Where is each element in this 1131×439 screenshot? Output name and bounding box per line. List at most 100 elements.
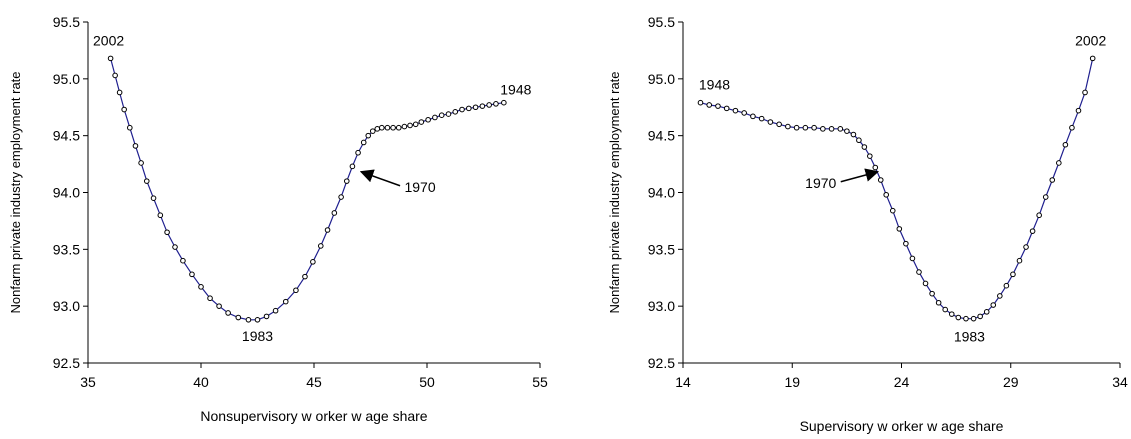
data-point — [767, 119, 774, 125]
data-point — [715, 103, 721, 109]
data-point — [379, 124, 385, 131]
y-tick-label: 93.5 — [648, 241, 675, 257]
x-tick-label: 35 — [80, 374, 96, 390]
data-point — [317, 243, 324, 249]
data-point — [837, 126, 844, 132]
data-point — [963, 315, 969, 322]
data-point — [207, 295, 213, 302]
data-point — [867, 153, 873, 159]
data-point — [107, 55, 114, 62]
x-tick-label: 14 — [675, 374, 691, 390]
data-point — [180, 257, 186, 264]
data-point — [486, 102, 492, 108]
data-point — [401, 123, 408, 130]
data-point — [1036, 212, 1042, 219]
annotation-label: 1983 — [954, 329, 985, 345]
right-chart: 92.5 93.0 93.5 94.0 94.5 95.0 95.5 14 19 24 29 34 No… — [607, 14, 1128, 434]
data-point — [909, 255, 916, 262]
data-point — [929, 290, 935, 297]
x-tick-label: 55 — [532, 374, 548, 390]
data-point — [425, 116, 431, 123]
data-point — [172, 244, 178, 250]
y-axis-title: Nonfarm private industry employment rate — [607, 71, 622, 313]
data-point — [723, 105, 730, 112]
data-point — [896, 226, 903, 232]
data-point — [1016, 257, 1023, 264]
data-point — [225, 310, 231, 316]
data-point — [493, 101, 499, 107]
data-point — [412, 121, 419, 128]
data-point — [245, 317, 252, 323]
data-point — [143, 178, 150, 184]
y-tick-label: 93.5 — [53, 241, 80, 257]
data-point — [1003, 282, 1010, 289]
annotation-label: 1948 — [500, 82, 531, 98]
data-point — [889, 207, 896, 214]
data-point — [844, 128, 850, 134]
data-point — [472, 104, 479, 111]
data-point — [948, 311, 955, 317]
data-point — [903, 240, 909, 247]
data-point — [374, 126, 381, 132]
x-axis-title: Supervisory w orker w age share — [800, 418, 1004, 434]
x-tick-label: 19 — [784, 374, 800, 390]
data-point — [331, 210, 338, 216]
data-point — [1010, 271, 1016, 278]
data-point — [850, 131, 857, 138]
data-point — [1056, 160, 1062, 166]
data-point — [150, 195, 157, 201]
y-tick-label: 95.5 — [53, 14, 80, 30]
data-point — [706, 102, 713, 108]
data-point — [776, 121, 782, 128]
data-point — [1069, 124, 1075, 131]
data-point — [785, 123, 791, 130]
series-line — [700, 58, 1094, 320]
data-point — [343, 178, 350, 184]
data-point — [282, 298, 289, 305]
data-point — [820, 126, 826, 132]
y-tick-label: 92.5 — [648, 355, 675, 371]
data-point — [1075, 107, 1082, 114]
data-point — [758, 115, 765, 122]
y-tick-label: 94.5 — [648, 128, 675, 144]
data-point — [1029, 228, 1036, 234]
data-point — [935, 299, 942, 306]
data-point — [942, 306, 949, 313]
data-point — [977, 313, 983, 320]
data-point — [418, 119, 425, 125]
data-point — [157, 212, 164, 219]
y-tick-label: 93.0 — [648, 298, 675, 314]
data-point — [112, 72, 118, 79]
data-point — [732, 107, 739, 114]
data-point — [861, 144, 868, 150]
data-point — [922, 280, 929, 287]
data-point — [990, 302, 997, 308]
data-point — [479, 103, 486, 109]
data-point — [697, 99, 704, 106]
annotation-label: 1948 — [699, 77, 730, 93]
data-point — [384, 124, 391, 131]
data-point — [1023, 244, 1029, 250]
data-point — [395, 124, 402, 131]
y-tick-label: 93.0 — [53, 298, 80, 314]
data-point — [263, 313, 270, 320]
data-point — [235, 314, 242, 321]
data-point — [164, 229, 170, 236]
data-point — [452, 108, 459, 115]
annotation-label: 1970 — [805, 175, 836, 191]
annotation-label: 1983 — [242, 328, 273, 344]
x-tick-label: 50 — [419, 374, 435, 390]
data-point — [272, 307, 279, 314]
data-point — [198, 284, 204, 290]
y-tick-label: 92.5 — [53, 355, 80, 371]
y-tick-label: 94.0 — [648, 185, 675, 201]
data-point — [955, 314, 962, 321]
data-point — [828, 126, 835, 132]
data-point — [466, 105, 472, 112]
data-point — [501, 99, 507, 106]
data-point — [970, 315, 977, 322]
data-point — [216, 303, 222, 309]
data-point — [293, 287, 299, 294]
data-point — [365, 132, 372, 139]
